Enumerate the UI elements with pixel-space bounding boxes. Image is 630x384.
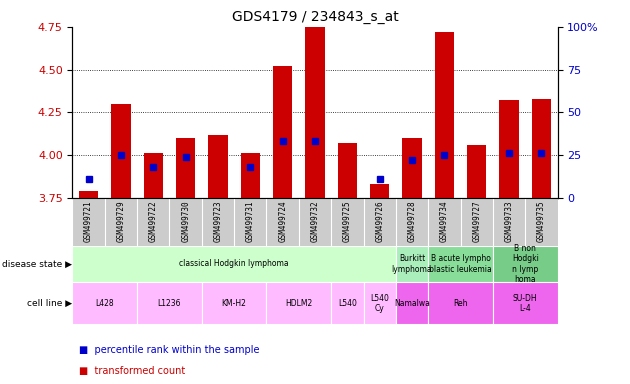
Bar	[202, 282, 266, 324]
Text: disease state ▶: disease state ▶	[3, 260, 72, 268]
Text: GSM499732: GSM499732	[311, 200, 319, 242]
Bar	[493, 282, 558, 324]
Text: GSM499723: GSM499723	[214, 200, 222, 242]
Bar	[370, 184, 389, 198]
Bar	[176, 138, 195, 198]
Text: ■  transformed count: ■ transformed count	[79, 366, 185, 376]
Bar	[306, 27, 324, 198]
Text: L540
Cy: L540 Cy	[370, 294, 389, 313]
Text: L1236: L1236	[158, 299, 181, 308]
Text: GSM499724: GSM499724	[278, 200, 287, 242]
Text: GSM499728: GSM499728	[408, 200, 416, 242]
Text: GSM499721: GSM499721	[84, 200, 93, 242]
Bar	[137, 282, 202, 324]
Text: ■  percentile rank within the sample: ■ percentile rank within the sample	[79, 345, 260, 355]
Text: GSM499734: GSM499734	[440, 200, 449, 242]
Bar	[435, 32, 454, 198]
Text: KM-H2: KM-H2	[222, 299, 246, 308]
Text: GSM499727: GSM499727	[472, 200, 481, 242]
Bar	[72, 282, 137, 324]
Text: SU-DH
L-4: SU-DH L-4	[513, 294, 537, 313]
Text: GSM499731: GSM499731	[246, 200, 255, 242]
Bar	[241, 153, 260, 198]
Text: Namalwa: Namalwa	[394, 299, 430, 308]
Text: B non
Hodgki
n lymp
homa: B non Hodgki n lymp homa	[512, 244, 539, 284]
Text: GSM499725: GSM499725	[343, 200, 352, 242]
Text: GSM499730: GSM499730	[181, 200, 190, 242]
Text: L540: L540	[338, 299, 357, 308]
Bar	[428, 246, 493, 282]
Bar	[396, 246, 428, 282]
Text: GSM499722: GSM499722	[149, 200, 158, 242]
Bar	[209, 134, 227, 198]
Bar	[144, 153, 163, 198]
Bar	[532, 99, 551, 198]
Text: L428: L428	[96, 299, 114, 308]
Bar	[331, 282, 364, 324]
Text: GSM499733: GSM499733	[505, 200, 513, 242]
Text: HDLM2: HDLM2	[285, 299, 312, 308]
Text: B acute lympho
blastic leukemia: B acute lympho blastic leukemia	[429, 254, 492, 274]
Bar	[338, 143, 357, 198]
Bar	[493, 246, 558, 282]
Bar	[467, 145, 486, 198]
Title: GDS4179 / 234843_s_at: GDS4179 / 234843_s_at	[232, 10, 398, 25]
Bar	[112, 104, 130, 198]
Text: GSM499726: GSM499726	[375, 200, 384, 242]
Text: classical Hodgkin lymphoma: classical Hodgkin lymphoma	[180, 260, 289, 268]
Text: Burkitt
lymphoma: Burkitt lymphoma	[392, 254, 432, 274]
Bar	[364, 282, 396, 324]
Bar	[273, 66, 292, 198]
Bar	[403, 138, 421, 198]
Bar	[79, 191, 98, 198]
Bar	[428, 282, 493, 324]
Bar	[396, 282, 428, 324]
Text: GSM499729: GSM499729	[117, 200, 125, 242]
Bar	[266, 282, 331, 324]
Text: Reh: Reh	[453, 299, 468, 308]
Bar	[72, 246, 396, 282]
Text: GSM499735: GSM499735	[537, 200, 546, 242]
Bar	[500, 100, 518, 198]
Text: cell line ▶: cell line ▶	[27, 299, 72, 308]
